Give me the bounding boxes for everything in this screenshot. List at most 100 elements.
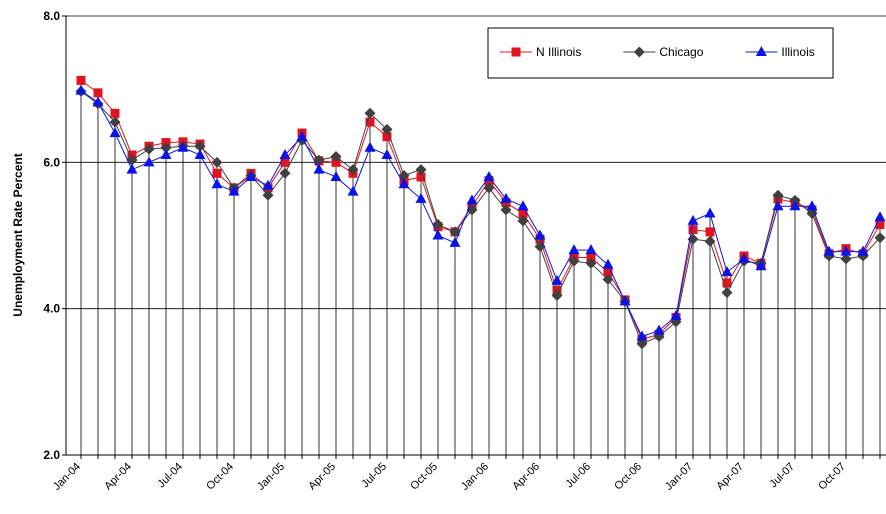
marker <box>313 154 325 166</box>
marker <box>211 178 223 189</box>
marker <box>432 219 444 231</box>
marker <box>806 200 818 211</box>
marker <box>721 287 733 299</box>
marker <box>704 235 716 247</box>
marker <box>704 207 716 218</box>
series <box>75 85 886 350</box>
marker <box>585 257 597 269</box>
marker <box>721 266 733 277</box>
series-line <box>80 90 881 345</box>
marker <box>110 108 120 118</box>
marker <box>381 149 393 160</box>
marker <box>551 289 563 301</box>
x-tick-label: Jan-05 <box>255 461 287 493</box>
marker <box>75 84 87 95</box>
marker <box>93 88 103 98</box>
marker <box>857 245 869 256</box>
marker <box>840 253 852 265</box>
marker <box>670 309 682 320</box>
marker <box>585 244 597 255</box>
x-tick-label: Jan-06 <box>459 461 491 493</box>
marker <box>705 227 715 237</box>
marker <box>177 141 189 152</box>
x-tick-label: Jan-04 <box>51 461 83 493</box>
marker <box>365 117 375 127</box>
marker <box>92 96 104 107</box>
marker <box>875 220 885 230</box>
marker <box>279 167 291 179</box>
marker <box>619 295 631 306</box>
marker <box>500 204 512 216</box>
marker <box>568 255 580 267</box>
legend-label: N Illinois <box>536 45 581 59</box>
marker <box>633 46 645 58</box>
marker <box>840 245 852 256</box>
marker <box>194 140 206 152</box>
marker <box>279 149 291 160</box>
y-tick-label: 8.0 <box>43 9 60 23</box>
marker <box>313 163 325 174</box>
x-tick-label: Apr-07 <box>714 461 746 493</box>
x-tick-label: Apr-06 <box>510 461 542 493</box>
marker <box>738 252 750 263</box>
marker <box>874 211 886 222</box>
series <box>76 75 885 344</box>
marker <box>381 123 393 135</box>
marker <box>143 143 155 155</box>
marker <box>262 189 274 201</box>
marker <box>194 149 206 160</box>
x-tick-label: Oct-05 <box>408 461 440 493</box>
marker <box>806 208 818 220</box>
marker <box>483 182 495 194</box>
marker <box>364 107 376 119</box>
marker <box>722 278 732 288</box>
marker <box>126 163 138 174</box>
marker <box>143 156 155 167</box>
marker <box>449 226 461 238</box>
marker <box>551 274 563 285</box>
marker <box>347 185 359 196</box>
marker <box>330 150 342 162</box>
marker <box>109 127 121 138</box>
marker <box>296 130 308 141</box>
marker <box>823 245 835 256</box>
legend: N Illinois Chicago Illinois <box>487 27 834 79</box>
marker <box>687 214 699 225</box>
marker <box>415 164 427 176</box>
marker <box>772 189 784 201</box>
marker <box>603 267 613 277</box>
marker <box>653 324 665 335</box>
x-tick-label: Jan-07 <box>663 461 695 493</box>
marker <box>517 200 529 211</box>
x-tick-label: Apr-04 <box>102 461 134 493</box>
x-tick-label: Jul-06 <box>563 461 593 491</box>
marker <box>109 116 121 128</box>
marker <box>874 232 886 244</box>
marker <box>534 229 546 240</box>
y-tick-label: 4.0 <box>43 302 60 316</box>
marker <box>160 142 172 154</box>
marker <box>212 168 222 178</box>
marker <box>636 338 648 350</box>
marker <box>466 194 478 205</box>
marker <box>382 132 392 142</box>
y-tick-label: 6.0 <box>43 155 60 169</box>
marker <box>331 157 341 167</box>
x-tick-label: Oct-07 <box>816 461 848 493</box>
marker <box>364 141 376 152</box>
y-tick-label: 2.0 <box>43 448 60 462</box>
marker <box>160 149 172 160</box>
marker <box>586 252 596 262</box>
series <box>75 84 886 341</box>
marker <box>228 185 240 196</box>
marker <box>755 46 767 56</box>
marker <box>568 244 580 255</box>
marker <box>688 225 698 235</box>
x-tick-label: Jul-07 <box>767 461 797 491</box>
marker <box>602 258 614 269</box>
marker <box>517 215 529 227</box>
marker <box>280 157 290 167</box>
x-tick-label: Jul-04 <box>155 461 185 491</box>
marker <box>415 192 427 203</box>
